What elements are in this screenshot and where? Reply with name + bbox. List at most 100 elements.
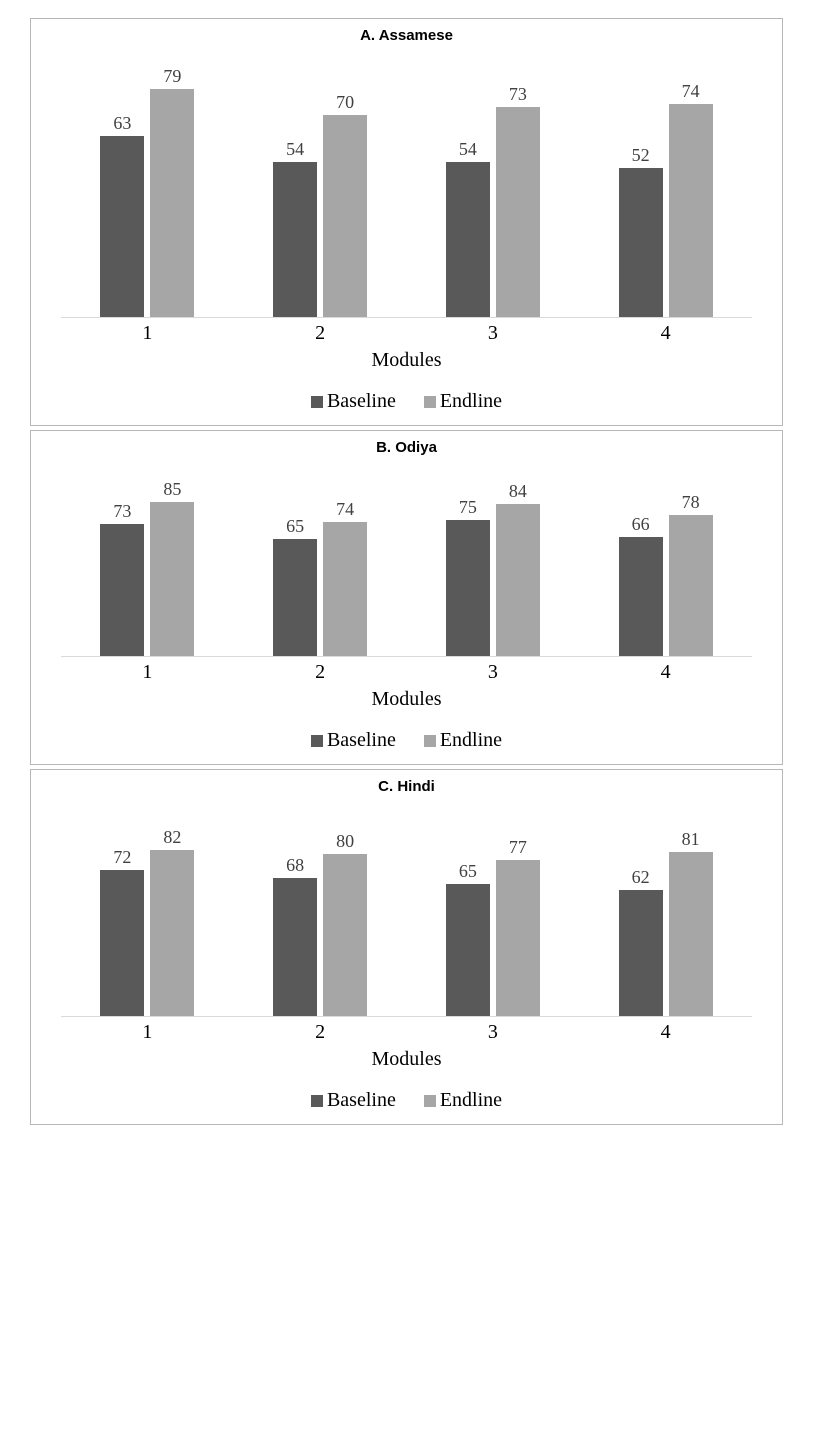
bar-group: 54 73 (446, 84, 540, 318)
bar-group: 54 70 (273, 92, 367, 318)
bar-group: 65 74 (273, 499, 367, 657)
baseline-bar: 72 (100, 847, 144, 1017)
x-tick-label: 2 (273, 1021, 367, 1044)
bar-group: 66 78 (619, 492, 713, 657)
bar-rect (446, 162, 490, 318)
legend-label: Endline (440, 729, 502, 752)
bar-rect (496, 504, 540, 657)
bar-rect (619, 168, 663, 318)
bar-rect (619, 890, 663, 1017)
endline-bar: 78 (669, 492, 713, 657)
bar-rect (150, 502, 194, 657)
baseline-bar: 66 (619, 514, 663, 657)
data-label: 68 (286, 855, 304, 876)
baseline-bar: 65 (446, 861, 490, 1017)
endline-bar: 73 (496, 84, 540, 318)
x-axis-label: Modules (31, 688, 782, 711)
bars-row: 73 85 65 74 75 84 66 78 (61, 460, 752, 657)
data-label: 52 (632, 145, 650, 166)
x-tick-label: 2 (273, 322, 367, 345)
chart-panel: C. Hindi 72 82 68 80 65 77 62 81 1 2 3 4 Modules Basel… (30, 769, 783, 1125)
legend-swatch (424, 396, 436, 408)
data-label: 75 (459, 497, 477, 518)
bar-rect (496, 107, 540, 318)
x-tick-label: 3 (446, 1021, 540, 1044)
endline-bar: 79 (150, 66, 194, 318)
legend: Baseline Endline (31, 390, 782, 413)
x-tick-label: 1 (100, 1021, 194, 1044)
baseline-bar: 65 (273, 516, 317, 657)
x-tick-label: 4 (619, 1021, 713, 1044)
x-axis-label: Modules (31, 1048, 782, 1071)
bar-rect (323, 115, 367, 318)
chart-panel: A. Assamese63795470547352741234ModulesBa… (30, 18, 783, 426)
data-label: 70 (336, 92, 354, 113)
baseline-bar: 54 (446, 139, 490, 318)
x-axis-line (61, 317, 752, 318)
bar-rect (273, 539, 317, 657)
chart-title: B. Odiya (31, 439, 782, 456)
baseline-bar: 52 (619, 145, 663, 318)
data-label: 77 (509, 837, 527, 858)
legend-item-endline: Endline (424, 390, 502, 413)
x-tick-label: 2 (273, 661, 367, 684)
bar-group: 72 82 (100, 827, 194, 1017)
legend: Baseline Endline (31, 729, 782, 752)
bar-rect (669, 852, 713, 1017)
data-label: 73 (113, 501, 131, 522)
legend-item-baseline: Baseline (311, 729, 396, 752)
bar-rect (446, 884, 490, 1017)
endline-bar: 77 (496, 837, 540, 1017)
data-label: 54 (459, 139, 477, 160)
baseline-bar: 68 (273, 855, 317, 1017)
data-label: 65 (286, 516, 304, 537)
x-tick-label: 1 (100, 661, 194, 684)
legend-item-baseline: Baseline (311, 390, 396, 413)
x-tick-label: 1 (100, 322, 194, 345)
data-label: 74 (336, 499, 354, 520)
baseline-bar: 62 (619, 867, 663, 1017)
legend: BaselineEndline (31, 1089, 782, 1112)
bar-rect (446, 520, 490, 657)
x-ticks: 1 2 3 4 (61, 1021, 752, 1044)
endline-bar: 85 (150, 479, 194, 657)
baseline-bar: 75 (446, 497, 490, 657)
bar-rect (619, 537, 663, 657)
legend-swatch (311, 396, 323, 408)
plot-area: 73 85 65 74 75 84 66 78 (61, 460, 752, 657)
bar-rect (150, 89, 194, 318)
data-label: 84 (509, 481, 527, 502)
bar-group: 65 77 (446, 837, 540, 1017)
bar-group: 73 85 (100, 479, 194, 657)
bars-row: 6379 54 70 54 73 52 74 (61, 48, 752, 318)
chart-title: C. Hindi (31, 778, 782, 795)
data-label: 82 (163, 827, 181, 848)
legend-swatch (424, 1095, 436, 1107)
bar-rect (669, 515, 713, 657)
bar-group: 6379 (100, 66, 194, 318)
x-tick-label: 3 (446, 322, 540, 345)
bar-rect (669, 104, 713, 318)
legend-label: Baseline (327, 390, 396, 413)
data-label: 81 (682, 829, 700, 850)
bar-rect (100, 870, 144, 1017)
legend-label: Baseline (327, 729, 396, 752)
plot-area: 72 82 68 80 65 77 62 81 (61, 799, 752, 1017)
bar-rect (273, 162, 317, 318)
bars-row: 72 82 68 80 65 77 62 81 (61, 799, 752, 1017)
data-label: 66 (632, 514, 650, 535)
x-tick-label: 3 (446, 661, 540, 684)
endline-bar: 80 (323, 831, 367, 1017)
endline-bar: 74 (669, 81, 713, 318)
x-tick-label: 4 (619, 322, 713, 345)
baseline-bar: 54 (273, 139, 317, 318)
bar-rect (496, 860, 540, 1017)
legend-item-endline: Endline (424, 729, 502, 752)
data-label: 65 (459, 861, 477, 882)
data-label: 54 (286, 139, 304, 160)
x-axis-line (61, 1016, 752, 1017)
legend-label: Baseline (327, 1089, 396, 1112)
bar-group: 62 81 (619, 829, 713, 1017)
baseline-bar: 63 (100, 113, 144, 318)
bar-rect (273, 878, 317, 1017)
